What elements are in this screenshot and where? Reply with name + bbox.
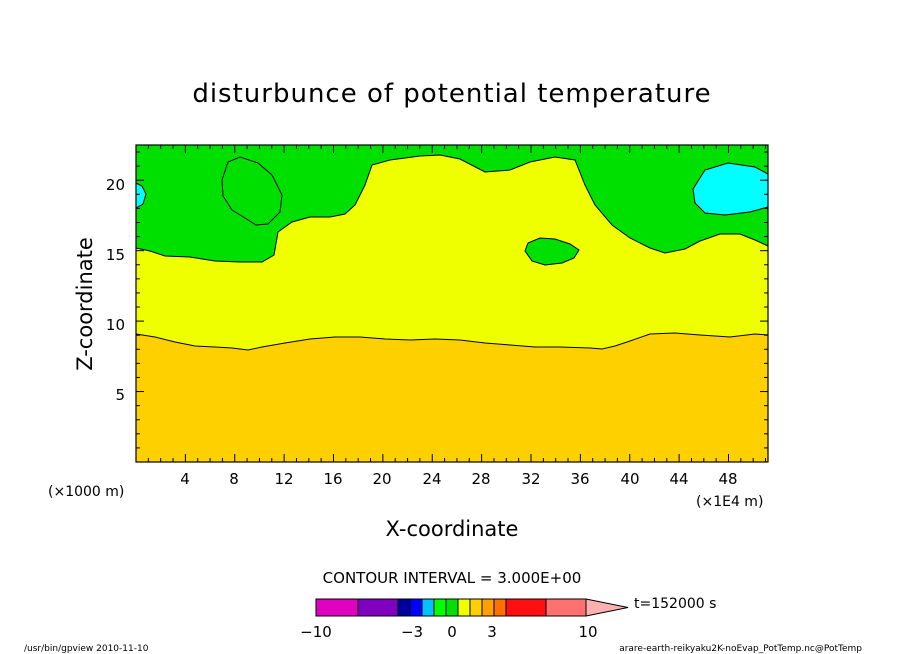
colorbar-box [397,598,411,617]
colorbar-box [481,598,495,617]
footer-left: /usr/bin/gpview 2010-11-10 [24,644,149,654]
colorbar-box [457,598,471,617]
colorbar-box [505,598,547,617]
colorbar-box [545,598,587,617]
x-tick-label: 20 [372,470,391,488]
x-unit-left: (×1000 m) [48,484,124,500]
x-tick-label: 24 [422,470,441,488]
x-tick-label: 40 [620,470,639,488]
x-unit-right: (×1E4 m) [696,494,763,510]
x-tick-label: 8 [229,470,239,488]
footer-right: arare-earth-reikyaku2K-noEvap_PotTemp.nc… [619,644,862,654]
cool-patch-right [692,162,769,216]
x-tick-label: 4 [180,470,190,488]
upper-blob-1 [221,156,283,226]
colorbar-box [445,598,459,617]
y-tick-labels: 5 10 15 20 [106,176,125,404]
chart-title: disturbunce of potential temperature [192,79,711,109]
colorbar [315,598,629,617]
colorbar-box [357,598,399,617]
colorbar-overflow-triangle [585,598,629,617]
colorbar-box [421,598,435,617]
colorbar-label: 3 [487,623,497,641]
x-tick-label: 36 [570,470,589,488]
x-tick-label: 28 [471,470,490,488]
colorbar-labels: −10 −3 0 3 10 [300,623,597,641]
plot-frame [135,144,769,463]
plot-area [135,144,769,463]
x-axis-label: X-coordinate [386,517,519,541]
y-axis-label: Z-coordinate [73,237,97,371]
lower-region [135,332,769,463]
x-tick-label: 16 [323,470,342,488]
time-label: t=152000 s [634,596,716,612]
y-tick-label: 5 [115,386,125,404]
upper-blob-2 [524,237,580,266]
colorbar-box [469,598,483,617]
x-tick-marks [147,145,767,462]
colorbar-box [409,598,423,617]
x-tick-labels: 4 8 12 16 20 24 28 32 36 40 44 48 [180,470,737,488]
x-tick-label: 12 [274,470,293,488]
y-tick-label: 15 [106,246,125,264]
colorbar-label: 0 [447,623,457,641]
colorbar-box [433,598,447,617]
colorbar-box [315,598,359,617]
y-tick-label: 20 [106,176,125,194]
colorbar-label: −10 [300,623,332,641]
x-tick-label: 48 [718,470,737,488]
y-tick-label: 10 [106,316,125,334]
colorbar-box [493,598,507,617]
contour-interval-label: CONTOUR INTERVAL = 3.000E+00 [323,569,582,587]
x-tick-label: 32 [521,470,540,488]
y-tick-marks [136,151,768,449]
colorbar-label: 10 [578,623,597,641]
colorbar-label: −3 [401,623,423,641]
x-tick-label: 44 [669,470,688,488]
